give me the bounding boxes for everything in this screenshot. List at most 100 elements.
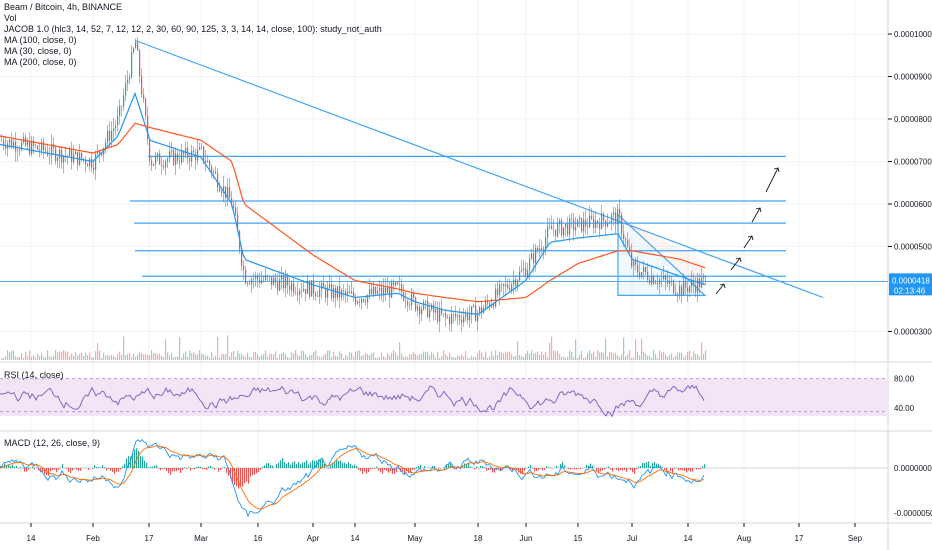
symbol-title[interactable]: Beam / Bitcoin, 4h, BINANCE [4,2,123,12]
macd-hist-bar [578,468,580,469]
macd-hist-bar [264,465,266,468]
vol-legend[interactable]: Vol [4,13,17,23]
time-tick-label: 14 [684,534,693,543]
price-tick-label: 0.0000800 [894,115,932,124]
candle-body [679,285,681,295]
rsi-title[interactable]: RSI (14, close) [4,370,64,380]
macd-hist-bar [480,465,482,468]
macd-hist-bar [630,468,632,471]
macd-hist-bar [330,465,332,468]
volume-bar [133,353,135,360]
volume-bar [441,355,443,360]
macd-hist-bar [570,468,572,470]
candle-body [183,151,185,155]
candle-body [9,139,11,144]
macd-hist-bar [72,468,74,471]
volume-bar [627,353,629,360]
volume-bar [649,355,651,360]
volume-bar [451,356,453,360]
candle-body [661,279,663,280]
candle-body [629,246,631,253]
macd-hist-bar [312,460,314,468]
volume-bar [15,356,17,360]
ma30-legend[interactable]: MA (30, close, 0) [4,46,72,56]
macd-hist-bar [680,468,682,470]
candle-body [345,291,347,295]
macd-hist-bar [646,462,648,468]
macd-hist-bar [116,468,118,472]
candle-body [555,229,557,236]
volume-bar [301,350,303,360]
macd-hist-bar [268,463,270,468]
volume-bar [549,342,551,360]
candle-body [247,282,249,284]
volume-bar [131,356,133,360]
volume-bar [143,354,145,360]
macd-hist-bar [398,468,400,469]
candle-body [689,286,691,293]
volume-bar [597,350,599,360]
macd-hist-bar [678,468,680,471]
candle-body [703,276,705,278]
candle-body [233,205,235,208]
macd-hist-bar [258,468,260,473]
candle-body [159,153,161,165]
macd-hist-bar [270,464,272,468]
volume-bar [477,353,479,360]
macd-title[interactable]: MACD (12, 26, close, 9) [4,438,101,448]
volume-bar [607,356,609,360]
macd-hist-bar [218,468,220,472]
macd-hist-bar [220,468,222,471]
ma200-legend[interactable]: MA (200, close, 0) [4,57,77,67]
volume-bar [103,352,105,360]
candle-body [179,160,181,163]
macd-hist-bar [320,458,322,468]
candle-body [697,278,699,293]
volume-bar [695,354,697,360]
candle-body [457,315,459,317]
macd-hist-bar [158,468,160,469]
macd-hist-bar [350,463,352,468]
macd-hist-bar [248,468,250,484]
candle-body [619,208,621,215]
macd-hist-bar [250,468,252,477]
candle-body [365,301,367,303]
ma100-legend[interactable]: MA (100, close, 0) [4,35,77,45]
macd-hist-bar [142,456,144,468]
candle-body [119,106,121,116]
jacob-legend[interactable]: JACOB 1.0 (hlc3, 14, 52, 7, 12, 12, 2, 3… [4,24,382,34]
volume-bar [391,352,393,360]
macd-hist-bar [300,464,302,468]
candle-body [655,283,657,284]
volume-bar [161,355,163,360]
volume-bar [187,357,189,360]
volume-bar [533,353,535,360]
macd-hist-bar [644,463,646,468]
volume-bar [629,350,631,360]
macd-hist-bar [156,465,158,468]
volume-bar [635,338,637,360]
macd-hist-bar [660,465,662,468]
candle-body [635,261,637,265]
macd-hist-bar [666,468,668,473]
volume-bar [313,351,315,360]
candle-body [651,275,653,284]
volume-bar [421,353,423,360]
volume-bar [235,357,237,360]
volume-bar [129,353,131,360]
macd-hist-bar [224,466,226,468]
candle-body [329,284,331,288]
candle-body [13,142,15,148]
volume-bar [519,354,521,360]
macd-hist-bar [698,468,700,470]
macd-hist-bar [642,462,644,468]
arrow-head [747,235,754,241]
volume-bar [259,357,261,360]
volume-bar [203,354,205,360]
macd-hist-bar [412,468,414,470]
macd-hist-bar [564,465,566,468]
macd-hist-bar [32,466,34,468]
volume-bar [243,355,245,360]
volume-bar [231,352,233,360]
